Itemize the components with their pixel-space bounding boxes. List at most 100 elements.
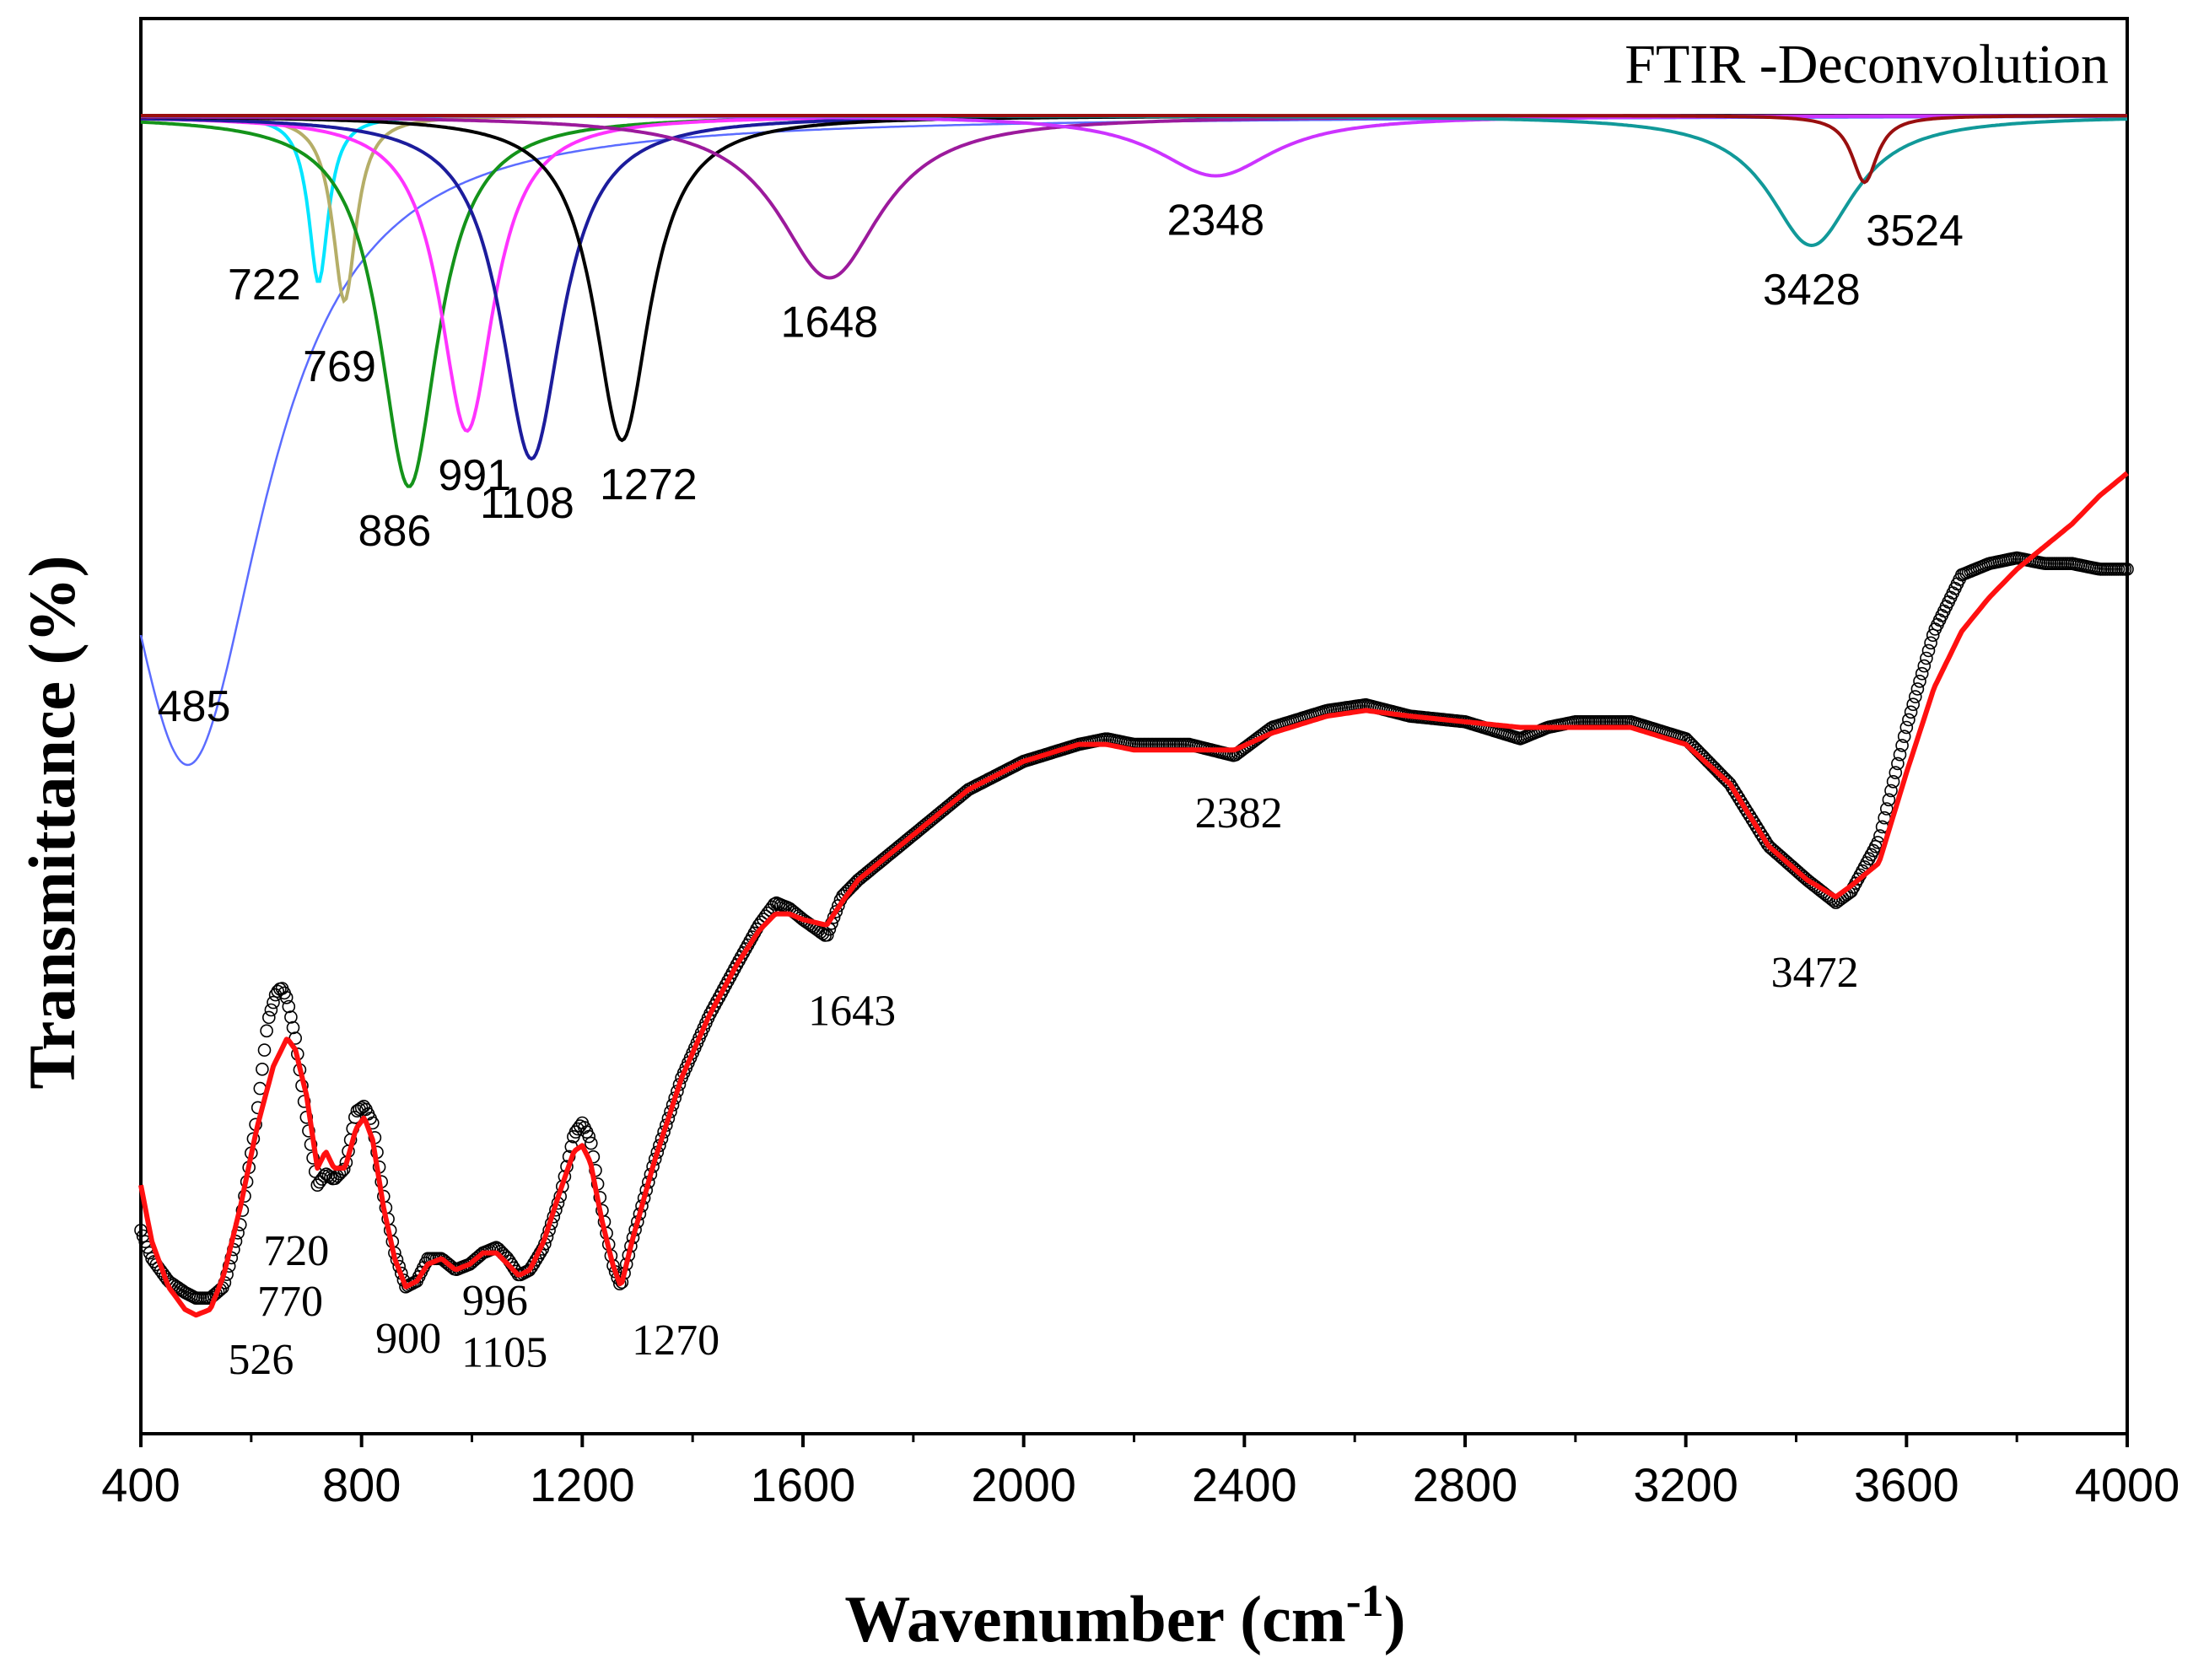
measured-point xyxy=(522,1263,536,1277)
measured-point xyxy=(328,1171,342,1185)
measured-point xyxy=(1899,720,1914,735)
measured-point xyxy=(1734,794,1748,809)
measured-point xyxy=(1738,802,1753,816)
measured-point xyxy=(829,905,843,918)
measured-point xyxy=(1725,780,1739,794)
measured-peak-label-2382: 2382 xyxy=(1195,789,1283,837)
measured-point xyxy=(1917,659,1932,673)
measured-point xyxy=(357,1100,371,1113)
fit-series-line xyxy=(138,471,2129,1318)
x-tick-label-1600: 1600 xyxy=(751,1458,856,1511)
measured-point xyxy=(1884,783,1898,798)
measured-series-layer xyxy=(134,551,2134,1305)
measured-point xyxy=(1882,793,1896,807)
chart-title: FTIR -Deconvolution xyxy=(1625,34,2109,95)
y-axis-label: Transmittance (%) xyxy=(15,555,89,1089)
measured-point xyxy=(282,999,296,1014)
measured-point xyxy=(257,1043,272,1057)
deconvolution-peak-label-722: 722 xyxy=(228,261,301,310)
measured-point xyxy=(1924,636,1937,650)
measured-point xyxy=(1895,739,1909,752)
measured-point xyxy=(1719,773,1732,786)
measured-point xyxy=(1716,770,1730,784)
deconvolution-peak-label-3428: 3428 xyxy=(1763,266,1861,315)
measured-point xyxy=(820,928,834,942)
measured-peak-label-1105: 1105 xyxy=(461,1329,547,1377)
measured-point xyxy=(584,1136,598,1150)
measured-point xyxy=(1727,784,1741,798)
measured-peak-label-770: 770 xyxy=(257,1278,323,1326)
fit-series-layer xyxy=(138,471,2129,1318)
measured-point xyxy=(1723,777,1737,791)
measured-point xyxy=(1910,682,1925,696)
x-tick-label-2400: 2400 xyxy=(1192,1458,1297,1511)
x-tick-label-400: 400 xyxy=(101,1458,180,1511)
measured-point xyxy=(520,1264,534,1279)
measured-point xyxy=(1754,827,1768,841)
deconvolution-peak-label-3524: 3524 xyxy=(1866,207,1964,256)
measured-point xyxy=(1748,816,1761,830)
x-tick-label-3200: 3200 xyxy=(1633,1458,1738,1511)
measured-point xyxy=(1880,802,1894,816)
measured-point xyxy=(1904,705,1918,719)
deconvolution-peak-label-991: 991 xyxy=(438,451,511,500)
axis-layer: 400 800 1200 1600 2000 2400 2800 3200 3600 4000 xyxy=(101,1434,2180,1511)
measured-point xyxy=(1712,766,1726,779)
measured-point xyxy=(1756,830,1770,844)
measured-point xyxy=(1749,820,1764,833)
measured-point xyxy=(1714,767,1728,782)
measured-point xyxy=(1886,774,1900,789)
measured-peak-label-996: 996 xyxy=(462,1277,528,1325)
measured-peak-label-1643: 1643 xyxy=(808,987,896,1035)
measured-point xyxy=(2120,563,2134,576)
x-axis-label-end: ) xyxy=(1384,1582,1406,1656)
deconvolution-peak-label-2348: 2348 xyxy=(1167,197,1264,245)
measured-point xyxy=(1745,812,1759,827)
x-tick-label-2000: 2000 xyxy=(971,1458,1076,1511)
measured-point xyxy=(1902,713,1916,727)
measured-point xyxy=(1732,791,1746,805)
measured-point xyxy=(1909,690,1922,703)
measured-point xyxy=(286,1020,300,1035)
x-tick-label-3600: 3600 xyxy=(1854,1458,1959,1511)
measured-peak-label-720: 720 xyxy=(263,1227,329,1275)
deconvolution-peak-label-1108: 1108 xyxy=(480,479,574,528)
measured-peak-label-1270: 1270 xyxy=(632,1317,719,1365)
measured-point xyxy=(1736,798,1750,812)
measured-point xyxy=(1891,757,1905,771)
measured-point xyxy=(1752,823,1765,837)
measured-point xyxy=(1920,651,1933,665)
measured-point xyxy=(1921,643,1936,658)
measured-point xyxy=(1760,837,1775,851)
measured-point xyxy=(1897,730,1911,744)
measured-point xyxy=(1710,763,1724,778)
deconvolution-peak-label-1272: 1272 xyxy=(600,460,698,509)
measured-point xyxy=(1913,674,1926,688)
x-tick-label-4000: 4000 xyxy=(2075,1458,2180,1511)
measured-point xyxy=(1906,697,1920,712)
measured-point xyxy=(261,1010,276,1025)
measured-point xyxy=(1893,747,1907,762)
measured-point xyxy=(957,786,971,800)
measured-point xyxy=(1730,788,1743,801)
measured-peak-label-3472: 3472 xyxy=(1771,949,1859,997)
x-tick-label-2800: 2800 xyxy=(1413,1458,1518,1511)
x-tick-label-800: 800 xyxy=(322,1458,401,1511)
measured-point xyxy=(267,995,280,1010)
measured-point xyxy=(1915,666,1929,681)
measured-point xyxy=(765,900,779,914)
measured-point xyxy=(1743,809,1757,823)
x-axis-label-superscript: -1 xyxy=(1346,1575,1384,1626)
deconvolution-peak-3524 xyxy=(141,114,2127,185)
deconvolution-layer xyxy=(139,114,2128,767)
measured-point xyxy=(260,1024,273,1038)
deconvolution-peak-label-485: 485 xyxy=(158,682,231,731)
x-axis-label: Wavenumber (cm-1) xyxy=(844,1575,1405,1656)
measured-peak-label-900: 900 xyxy=(375,1315,441,1363)
plot-frame xyxy=(139,17,2129,1435)
measured-point xyxy=(134,1224,148,1237)
deconvolution-peak-label-1648: 1648 xyxy=(781,299,879,347)
